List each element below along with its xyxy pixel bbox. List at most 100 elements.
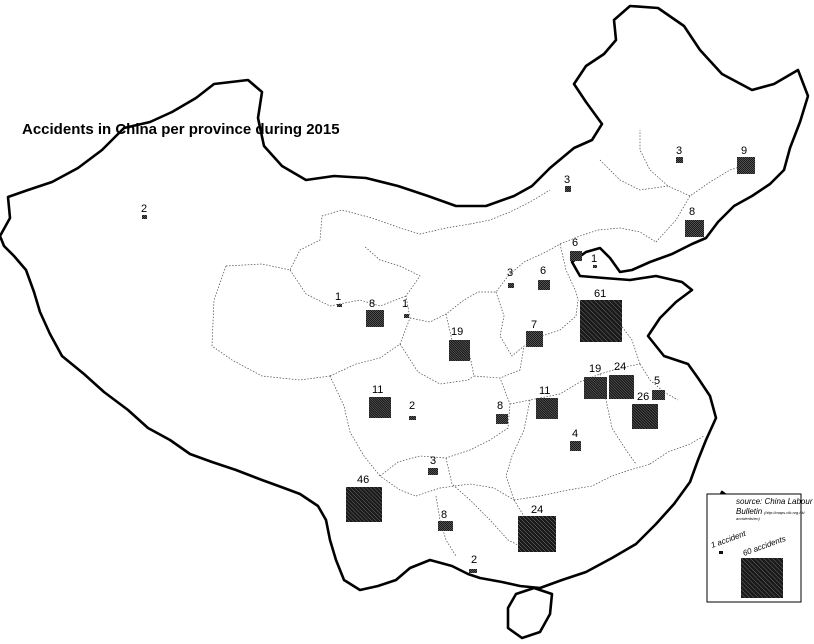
marker-qinghai: 8 xyxy=(365,298,385,328)
marker-jilin: 8 xyxy=(684,206,705,238)
marker-count: 61 xyxy=(594,288,606,300)
marker-count: 8 xyxy=(689,206,695,218)
marker-hatching xyxy=(448,339,471,362)
marker-hatching xyxy=(495,413,509,425)
marker-guangxi: 8 xyxy=(437,509,454,532)
legend-one-square xyxy=(719,551,723,554)
marker-count: 3 xyxy=(430,455,436,467)
marker-fill xyxy=(593,265,597,268)
marker-yunnan: 46 xyxy=(345,474,383,523)
marker-fill xyxy=(428,468,438,475)
marker-count: 8 xyxy=(369,298,375,310)
marker-jiangxi: 4 xyxy=(569,428,582,452)
marker-hatching xyxy=(608,374,635,400)
marker-hatching xyxy=(368,396,392,419)
marker-hatching xyxy=(684,219,705,238)
marker-hainan: 2 xyxy=(468,554,478,574)
marker-count: 2 xyxy=(409,400,415,412)
marker-xinjiang: 2 xyxy=(141,203,148,220)
marker-chongqing: 8 xyxy=(495,400,509,425)
marker-count: 24 xyxy=(614,361,626,373)
marker-heilongjiang-west: 3 xyxy=(675,145,684,164)
marker-guizhou: 3 xyxy=(427,455,439,476)
marker-henan: 7 xyxy=(525,319,544,348)
marker-hatching xyxy=(675,156,684,164)
marker-fill xyxy=(652,390,665,400)
marker-inner-mongolia-west: 3 xyxy=(507,267,515,289)
marker-hatching xyxy=(736,156,756,175)
marker-hatching xyxy=(345,486,383,523)
marker-count: 11 xyxy=(539,385,550,397)
marker-hatching xyxy=(468,568,478,574)
marker-sichuan: 11 xyxy=(368,384,392,419)
marker-hatching xyxy=(437,520,454,532)
marker-tianjin: 1 xyxy=(591,253,598,269)
marker-fill xyxy=(404,314,409,318)
marker-fill xyxy=(741,558,783,598)
marker-hatching xyxy=(579,299,623,343)
marker-count: 3 xyxy=(507,267,513,279)
marker-hatching xyxy=(564,185,572,193)
marker-hatching xyxy=(631,403,659,430)
marker-hatching xyxy=(427,467,439,476)
marker-count: 8 xyxy=(497,400,503,412)
marker-fill xyxy=(438,521,453,531)
marker-count: 24 xyxy=(531,504,543,516)
marker-count: 8 xyxy=(441,509,447,521)
marker-gansu: 1 xyxy=(402,298,410,319)
marker-ningxia: 19 xyxy=(448,326,471,362)
marker-hatching xyxy=(525,330,544,348)
legend: source: China Labour Bulletin (http://ma… xyxy=(706,493,813,603)
marker-fill xyxy=(570,251,582,261)
marker-count: 3 xyxy=(676,145,682,157)
hainan-island xyxy=(506,586,554,640)
marker-count: 1 xyxy=(591,253,597,265)
legend-source-url: (http://maps.clb.org.hk/ xyxy=(764,510,806,515)
marker-count: 4 xyxy=(572,428,578,440)
marker-inner-mongolia-east: 3 xyxy=(564,174,572,193)
marker-hatching xyxy=(141,214,148,220)
legend-source-line2: Bulletin xyxy=(736,507,763,516)
marker-hatching xyxy=(336,303,343,308)
marker-hatching xyxy=(740,557,784,599)
marker-hatching xyxy=(583,376,608,400)
marker-fill xyxy=(518,516,556,552)
marker-hatching xyxy=(592,264,598,269)
marker-hubei: 11 xyxy=(535,385,559,420)
marker-shanghai: 5 xyxy=(651,375,666,401)
marker-hatching xyxy=(408,415,417,421)
marker-zhejiang: 26 xyxy=(631,391,659,430)
marker-count: 1 xyxy=(402,298,408,310)
map-title: Accidents in China per province during 2… xyxy=(22,121,340,138)
marker-beijing: 6 xyxy=(569,237,583,262)
marker-count: 5 xyxy=(654,375,660,387)
marker-fill xyxy=(496,414,508,424)
marker-hatching xyxy=(535,397,559,420)
marker-hatching xyxy=(517,515,557,553)
marker-fill xyxy=(676,157,683,163)
marker-fill xyxy=(409,416,416,420)
marker-heilongjiang: 9 xyxy=(736,145,756,175)
marker-count: 26 xyxy=(637,391,649,403)
marker-chongqing-west: 2 xyxy=(408,400,417,421)
marker-count: 2 xyxy=(141,203,147,215)
marker-jiangsu-east: 24 xyxy=(608,361,635,400)
marker-count: 7 xyxy=(531,319,537,331)
marker-count: 11 xyxy=(372,384,383,396)
marker-guangdong: 24 xyxy=(517,504,557,553)
marker-tibet: 1 xyxy=(335,291,343,308)
marker-fill xyxy=(570,441,581,451)
marker-fill xyxy=(538,280,550,290)
marker-fill xyxy=(142,215,147,219)
china-outline xyxy=(0,4,810,592)
marker-hatching xyxy=(507,282,515,289)
marker-hatching xyxy=(365,309,385,328)
marker-count: 46 xyxy=(357,474,369,486)
marker-hatching xyxy=(569,250,583,262)
marker-hatching xyxy=(651,389,666,401)
legend-source-url2: accidents/en) xyxy=(736,516,760,521)
marker-count: 2 xyxy=(471,554,477,566)
marker-fill xyxy=(508,283,514,288)
marker-count: 19 xyxy=(451,326,463,338)
